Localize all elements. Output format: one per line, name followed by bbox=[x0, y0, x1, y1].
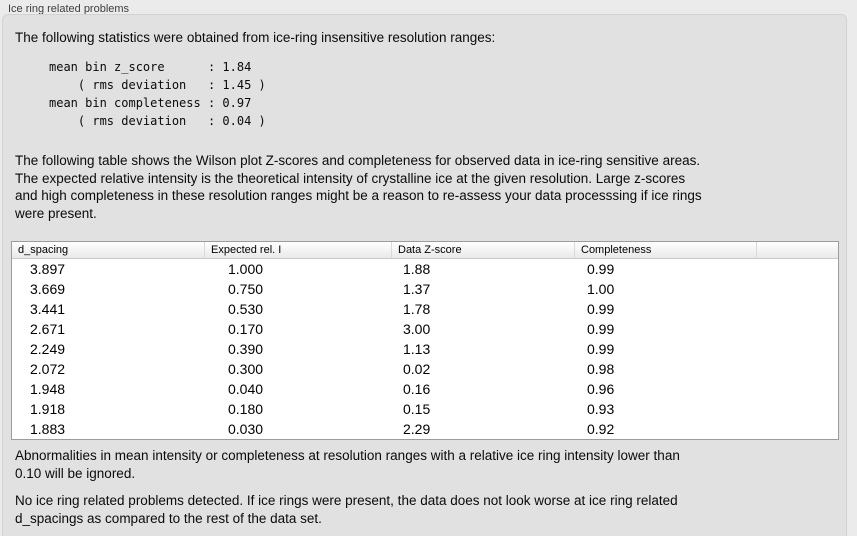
cell-expected-rel-i: 1.000 bbox=[228, 261, 264, 277]
cell-data-z-score: 3.00 bbox=[403, 321, 431, 337]
cell-d-spacing: 1.948 bbox=[30, 381, 66, 397]
cell-expected-rel-i: 0.180 bbox=[228, 401, 264, 417]
table-row[interactable]: 1.883 0.030 2.29 0.92 bbox=[12, 419, 838, 439]
cell-expected-rel-i: 0.030 bbox=[228, 421, 264, 437]
cell-d-spacing: 1.883 bbox=[30, 421, 66, 437]
stats-block: mean bin z_score : 1.84 ( rms deviation … bbox=[49, 60, 266, 128]
cell-d-spacing: 3.897 bbox=[30, 261, 66, 277]
ice-ring-table: d_spacing Expected rel. I Data Z-score C… bbox=[11, 241, 839, 440]
cell-data-z-score: 1.37 bbox=[403, 281, 431, 297]
table-row[interactable]: 2.249 0.390 1.13 0.99 bbox=[12, 339, 838, 359]
cell-completeness: 0.99 bbox=[587, 321, 615, 337]
table-row[interactable]: 3.441 0.530 1.78 0.99 bbox=[12, 299, 838, 319]
column-header-d-spacing[interactable]: d_spacing bbox=[12, 242, 205, 258]
cell-completeness: 0.98 bbox=[587, 361, 615, 377]
cell-completeness: 0.99 bbox=[587, 261, 615, 277]
cell-data-z-score: 0.15 bbox=[403, 401, 431, 417]
cell-completeness: 0.99 bbox=[587, 301, 615, 317]
column-header-completeness[interactable]: Completeness bbox=[575, 242, 757, 258]
table-row[interactable]: 1.948 0.040 0.16 0.96 bbox=[12, 379, 838, 399]
cell-d-spacing: 3.441 bbox=[30, 301, 66, 317]
cell-expected-rel-i: 0.390 bbox=[228, 341, 264, 357]
cell-completeness: 0.99 bbox=[587, 341, 615, 357]
cell-completeness: 0.92 bbox=[587, 421, 615, 437]
cell-d-spacing: 2.671 bbox=[30, 321, 66, 337]
ignore-note-text: Abnormalities in mean intensity or compl… bbox=[15, 448, 680, 481]
table-row[interactable]: 2.671 0.170 3.00 0.99 bbox=[12, 319, 838, 339]
cell-completeness: 0.96 bbox=[587, 381, 615, 397]
column-header-data-z-score[interactable]: Data Z-score bbox=[392, 242, 575, 258]
cell-expected-rel-i: 0.040 bbox=[228, 381, 264, 397]
cell-d-spacing: 3.669 bbox=[30, 281, 66, 297]
table-body: 3.897 1.000 1.88 0.99 3.669 0.750 1.37 1… bbox=[12, 259, 838, 439]
cell-data-z-score: 0.02 bbox=[403, 361, 431, 377]
cell-data-z-score: 0.16 bbox=[403, 381, 431, 397]
cell-completeness: 1.00 bbox=[587, 281, 615, 297]
table-row[interactable]: 3.669 0.750 1.37 1.00 bbox=[12, 279, 838, 299]
cell-data-z-score: 1.88 bbox=[403, 261, 431, 277]
table-description-text: The following table shows the Wilson plo… bbox=[15, 153, 702, 221]
cell-data-z-score: 1.78 bbox=[403, 301, 431, 317]
cell-data-z-score: 2.29 bbox=[403, 421, 431, 437]
cell-expected-rel-i: 0.530 bbox=[228, 301, 264, 317]
cell-d-spacing: 2.249 bbox=[30, 341, 66, 357]
stats-intro-text: The following statistics were obtained f… bbox=[15, 30, 496, 45]
table-row[interactable]: 3.897 1.000 1.88 0.99 bbox=[12, 259, 838, 279]
cell-expected-rel-i: 0.300 bbox=[228, 361, 264, 377]
table-header-row: d_spacing Expected rel. I Data Z-score C… bbox=[12, 242, 838, 259]
conclusion-text: No ice ring related problems detected. I… bbox=[15, 493, 678, 526]
table-row[interactable]: 2.072 0.300 0.02 0.98 bbox=[12, 359, 838, 379]
cell-d-spacing: 2.072 bbox=[30, 361, 66, 377]
cell-expected-rel-i: 0.170 bbox=[228, 321, 264, 337]
cell-expected-rel-i: 0.750 bbox=[228, 281, 264, 297]
table-row[interactable]: 1.918 0.180 0.15 0.93 bbox=[12, 399, 838, 419]
group-box-label: Ice ring related problems bbox=[8, 3, 130, 15]
group-box-panel: The following statistics were obtained f… bbox=[2, 14, 847, 536]
column-header-expected-rel-i[interactable]: Expected rel. I bbox=[205, 242, 392, 258]
cell-completeness: 0.93 bbox=[587, 401, 615, 417]
cell-data-z-score: 1.13 bbox=[403, 341, 431, 357]
cell-d-spacing: 1.918 bbox=[30, 401, 66, 417]
column-header-filler bbox=[757, 242, 838, 258]
